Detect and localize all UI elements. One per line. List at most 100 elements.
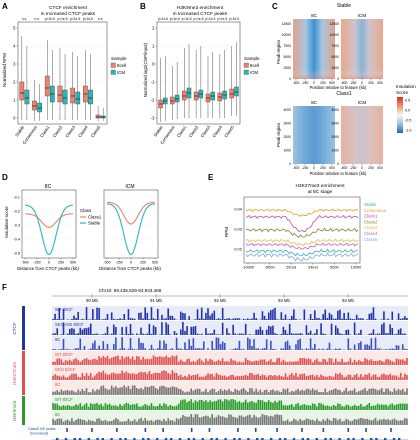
x-tick-label: -250: [115, 261, 122, 265]
panel-b-title-line1: H3K9me3 enrichment: [177, 5, 224, 11]
significance-label: p<1e-5: [83, 17, 93, 21]
box: [234, 86, 239, 97]
gene-exon: [270, 438, 273, 440]
legend-label: ICM: [117, 70, 125, 75]
panel-c-letter: C: [272, 2, 278, 11]
panel-d-ylabel: Insulation score: [4, 206, 9, 238]
heatmap-stable-icm-fade: [341, 19, 383, 79]
group-label: H3K27me3: [12, 362, 17, 385]
profile-consensus: [245, 208, 359, 217]
legend-title: Class: [80, 208, 92, 213]
x-tick-label: Class3: [64, 124, 76, 138]
x-tick-label: 250: [58, 261, 64, 265]
x-tick-label: 10000: [351, 266, 362, 270]
panel-f-locus: Chr10: 89,435,629-94,943,488: [99, 288, 162, 293]
panel-b-title-line2: in Increased CTCF peaks: [173, 11, 228, 17]
legend-label: Class4: [364, 231, 378, 236]
colorbar-tick-label: 0.0: [405, 108, 410, 112]
box: [174, 94, 180, 103]
panel-c-col2-title-2: ICM: [358, 100, 367, 105]
gene-exon: [78, 438, 82, 440]
y-tick-label: -0.3: [13, 223, 20, 227]
box: [32, 100, 37, 111]
gene-exon: [178, 438, 182, 440]
gene-exon: [156, 438, 159, 440]
colorbar-tick-label: 0.5: [405, 98, 410, 102]
gene-exon: [361, 438, 364, 440]
significance-label: p<1e-5: [70, 17, 80, 21]
significance-label: p<1e-5: [229, 17, 239, 21]
y-tick-label: 10000: [282, 33, 292, 37]
x-tick-label: Class1: [39, 124, 51, 138]
curve-class1: [24, 213, 74, 228]
profile-class5: [245, 252, 359, 262]
scale-tick-label: 92 Mb: [214, 298, 226, 303]
track-label: 8C: [55, 337, 60, 342]
peak-mark: [162, 428, 164, 432]
y-tick-label: 1: [13, 98, 16, 103]
x-tick-label: 0: [361, 81, 363, 85]
panel-b-ylabel: Normalized log2(ChIP/input): [143, 42, 148, 97]
box: [75, 91, 81, 105]
peak-mark: [116, 428, 118, 432]
y-tick-label: 1000: [283, 149, 291, 153]
track-label: 8C: [55, 412, 60, 417]
y-tick-label: -2: [151, 98, 155, 103]
gene-exon: [101, 438, 104, 440]
peaks-label-line1: Class5 DE peaks: [28, 427, 56, 431]
panel-c-col1-title-2: 8C: [311, 100, 318, 105]
x-tick-label: 500: [377, 81, 383, 85]
box: [229, 88, 234, 99]
legend-swatch: [243, 62, 249, 68]
legend-label: Class3: [364, 225, 378, 230]
panel-c-row2-title: Class1: [336, 91, 352, 97]
profile-class4: [245, 242, 359, 250]
legend-swatch: [110, 62, 116, 68]
y-tick-label: 0: [13, 116, 16, 121]
panel-c-ylabel-bottom: Peak region: [276, 123, 281, 148]
x-tick-label: 250: [368, 166, 374, 170]
legend-label: ICM: [250, 70, 258, 75]
x-tick-label: 0: [313, 166, 315, 170]
panel-f: F Chr10: 89,435,629-94,943,488 90 Mb 91 M…: [2, 283, 408, 440]
x-tick-label: Class2: [188, 124, 200, 138]
y-tick-label: 12500: [282, 22, 292, 26]
peak-mark: [365, 428, 367, 432]
track-label: WT 8/ICF: [55, 352, 73, 357]
panel-d-xlabel-8c: Distance from CTCF peaks (kb): [17, 266, 79, 271]
x-tick-label: 500: [70, 261, 76, 265]
box: [88, 89, 93, 105]
significance-label: p<1e-5: [205, 17, 215, 21]
x-tick-label: 0: [130, 261, 132, 265]
x-tick-label: Stable: [14, 124, 25, 137]
gene-exon: [187, 438, 190, 440]
x-tick-label: -250: [302, 166, 309, 170]
panel-c: C Stable 8C ICM Class1 8C ICM Peak regio…: [272, 2, 416, 176]
gene-exon: [375, 438, 378, 440]
x-tick-label: -500: [21, 261, 28, 265]
panel-c-ylabel-top: Peak region: [276, 40, 281, 65]
gene-exon: [133, 438, 136, 440]
gene-exon: [73, 438, 76, 440]
panel-a-legend: Sample 8cell ICM: [110, 56, 127, 75]
peak-mark: [208, 428, 211, 432]
x-tick-label: -250: [350, 166, 357, 170]
panel-f-tracks: 90 Mb 91 Mb 92 Mb 93 Mb 94 Mb WT 8/ICF SKO+OE …: [12, 294, 408, 440]
gene-exon: [347, 438, 350, 440]
gene-exon: [201, 438, 204, 440]
y-tick-label: 2500: [331, 66, 339, 70]
panel-b-boxes: [158, 42, 239, 122]
x-tick-label: 250: [320, 81, 326, 85]
x-tick-label: 5000: [330, 266, 338, 270]
panel-a-title-line2: in Increased CTCF peaks: [41, 11, 96, 17]
legend-label: Class1: [88, 215, 102, 220]
panel-a: A CTCF enrichment in Increased CTCF peak…: [2, 2, 127, 145]
y-tick-label: 0: [289, 162, 291, 166]
y-tick-label: 3000: [283, 122, 291, 126]
significance-label: p<1e-6: [170, 17, 180, 21]
heatmap-stable-8c-fade: [293, 19, 335, 79]
signal-track: [52, 413, 408, 425]
gene-exon: [278, 438, 282, 440]
x-tick-label: Class2: [52, 124, 64, 138]
gene-exon: [315, 438, 318, 440]
